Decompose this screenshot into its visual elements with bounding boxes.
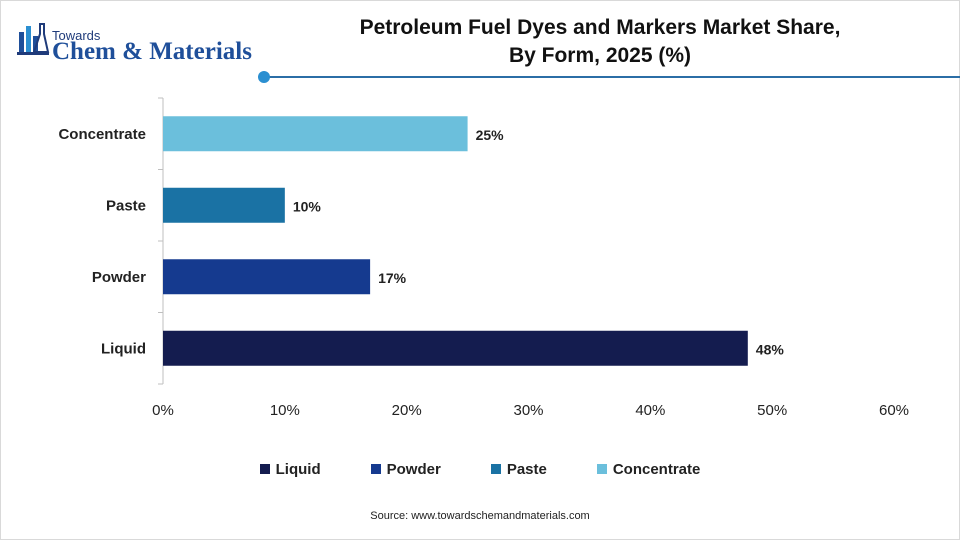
x-tick-label: 20% [392, 402, 422, 419]
bar-powder [163, 259, 371, 295]
x-tick-label: 60% [879, 402, 909, 419]
data-label-powder: 17% [378, 270, 407, 286]
flask-building-icon [17, 23, 50, 55]
chart-title-line-2: By Form, 2025 (%) [508, 44, 692, 67]
x-tick-label: 10% [270, 402, 300, 419]
bar-paste [163, 187, 285, 223]
bar-concentrate [163, 116, 468, 152]
brand-small-text: Towards [52, 28, 101, 43]
legend-label-liquid: Liquid [275, 460, 321, 478]
data-label-concentrate: 25% [476, 127, 505, 143]
bar-liquid [163, 330, 748, 366]
x-tick-label: 50% [757, 402, 787, 419]
legend-swatch-concentrate [596, 464, 607, 474]
x-tick-label: 0% [152, 402, 174, 419]
chart-legend: Liquid Powder Paste Concentrate [0, 458, 960, 480]
category-label-powder: Powder [92, 269, 146, 286]
legend-swatch-paste [490, 464, 501, 474]
chart-title-line-1: Petroleum Fuel Dyes and Markers Market S… [359, 16, 841, 39]
legend-swatch-liquid [259, 464, 270, 474]
category-label-liquid: Liquid [101, 340, 146, 357]
legend-item-paste: Paste [490, 458, 547, 480]
data-label-paste: 10% [293, 198, 322, 214]
legend-label-powder: Powder [386, 460, 441, 478]
brand-logo: Towards Chem & Materials [16, 14, 266, 70]
title-divider [262, 76, 960, 78]
legend-swatch-powder [370, 464, 381, 474]
brand-name: Chem & Materials [52, 38, 252, 65]
source-note: Source: www.towardschemandmaterials.com [370, 510, 590, 522]
chart-title: Petroleum Fuel Dyes and Markers Market S… [300, 14, 900, 70]
legend-item-liquid: Liquid [259, 458, 321, 480]
legend-label-paste: Paste [506, 460, 547, 478]
data-label-liquid: 48% [756, 341, 785, 357]
x-tick-label: 40% [635, 402, 665, 419]
category-label-paste: Paste [106, 197, 146, 214]
legend-item-concentrate: Concentrate [596, 458, 701, 480]
legend-item-powder: Powder [370, 458, 441, 480]
category-label-concentrate: Concentrate [58, 126, 146, 143]
legend-label-concentrate: Concentrate [612, 460, 701, 478]
x-tick-label: 30% [513, 402, 543, 419]
title-divider-dot [258, 71, 270, 83]
